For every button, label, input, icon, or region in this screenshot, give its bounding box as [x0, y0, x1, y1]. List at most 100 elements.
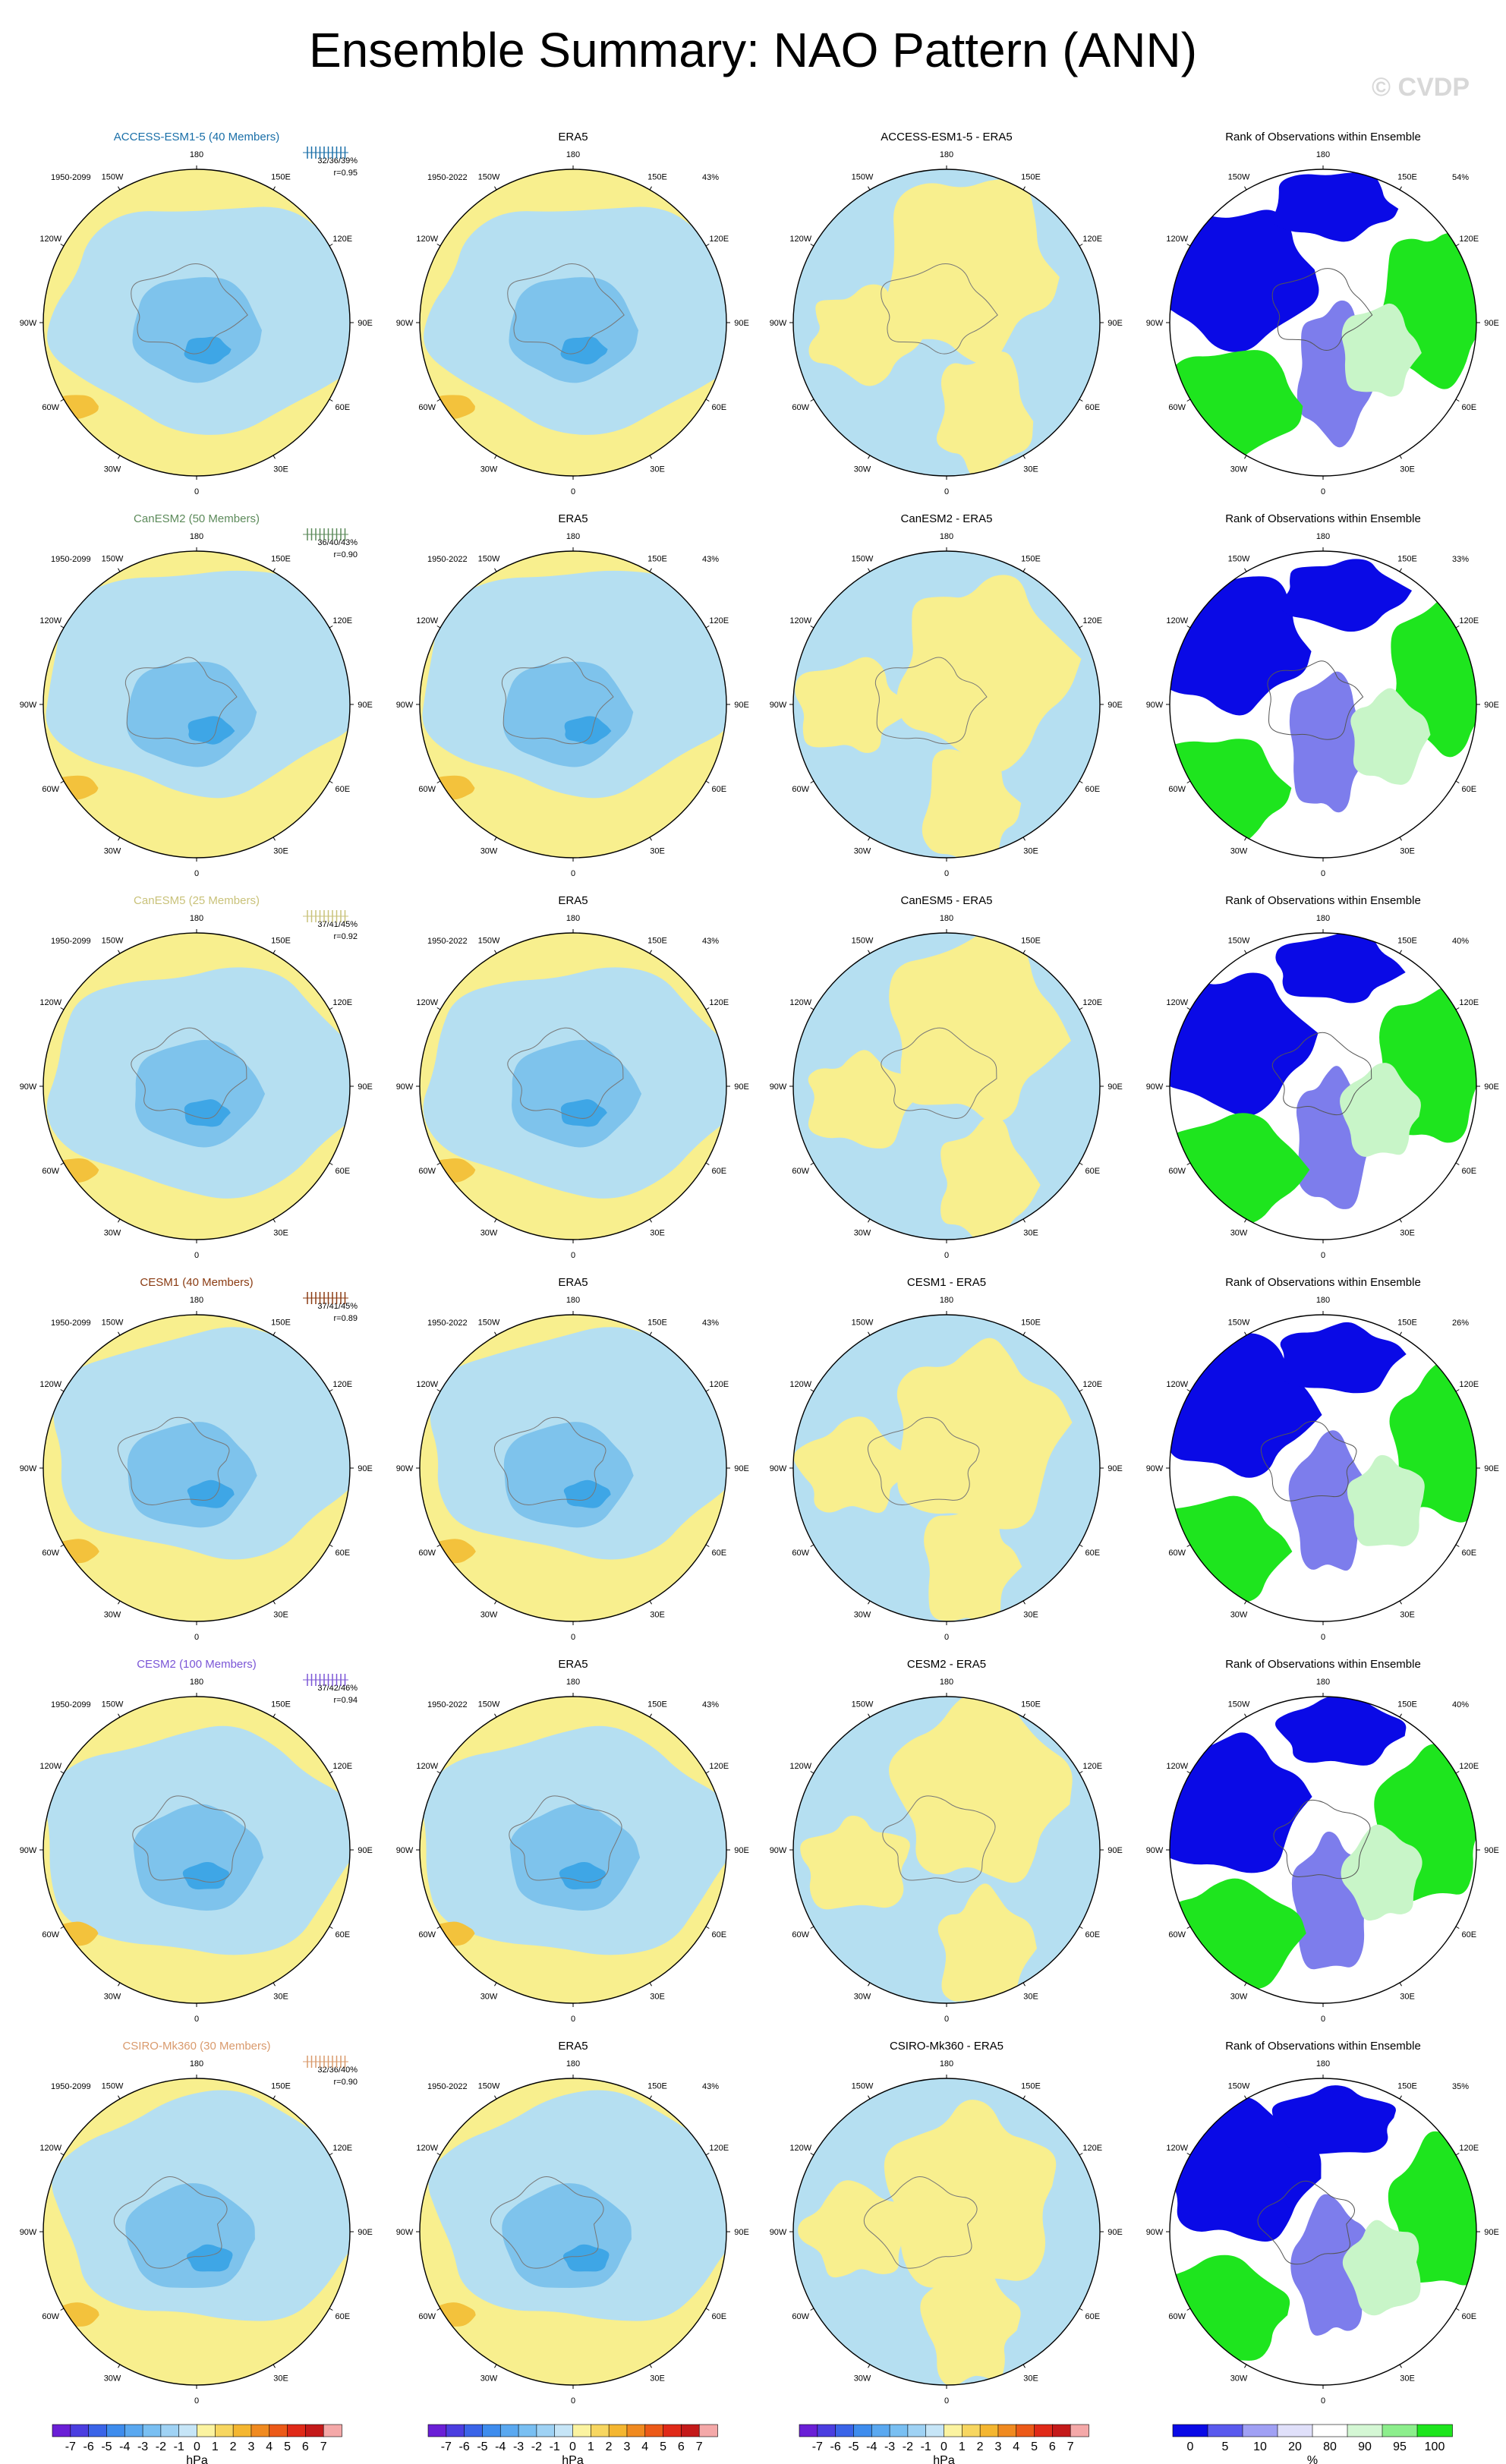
colorbar-tick-label: -6	[83, 2440, 94, 2453]
longitude-label: 60E	[711, 403, 726, 412]
longitude-tick	[1455, 1162, 1460, 1165]
field-negative-center	[184, 336, 232, 365]
longitude-label: 90E	[1484, 1082, 1499, 1092]
colorbar-tick-label: -4	[119, 2440, 130, 2453]
model-years: 1950-2099	[51, 1700, 91, 1709]
longitude-label: 150W	[478, 937, 500, 946]
longitude-tick	[273, 1600, 276, 1605]
longitude-tick	[705, 399, 710, 402]
coastline	[509, 1795, 622, 1883]
longitude-label: 90E	[358, 1464, 373, 1473]
field-negative-center	[184, 1099, 231, 1127]
rank-pct: 40%	[1452, 1700, 1469, 1709]
field-negative-center	[559, 1861, 606, 1890]
longitude-label: 60W	[792, 403, 809, 412]
longitude-label: 150E	[647, 937, 667, 946]
colorbar-tick-label: -1	[550, 2440, 560, 2453]
longitude-tick	[1244, 950, 1247, 954]
longitude-label: 30E	[650, 1610, 665, 1619]
longitude-tick	[329, 780, 333, 783]
longitude-label: 120E	[709, 1762, 729, 1771]
coastline	[1271, 268, 1373, 351]
colorbar-swatch	[536, 2424, 556, 2437]
coastline	[1271, 1032, 1372, 1116]
longitude-label: 150E	[647, 555, 667, 564]
longitude-label: 60E	[711, 2312, 726, 2321]
longitude-tick	[1186, 244, 1191, 247]
longitude-tick	[810, 1544, 814, 1547]
longitude-label: 150W	[1228, 937, 1250, 946]
rank-low-region	[1275, 933, 1406, 1004]
map-field	[793, 2078, 1100, 2385]
longitude-label: 150W	[852, 173, 874, 182]
map-field	[43, 933, 350, 1240]
longitude-tick	[1079, 1544, 1083, 1547]
map-field	[420, 169, 726, 476]
longitude-label: 30W	[480, 1992, 498, 2001]
longitude-label: 150E	[647, 1319, 667, 1328]
longitude-tick	[1022, 568, 1026, 572]
longitude-label: 180	[1316, 1296, 1330, 1305]
longitude-label: 30W	[1230, 1228, 1248, 1237]
obs-years: 1950-2022	[427, 2082, 468, 2091]
colorbar-tick-label: 4	[641, 2440, 648, 2453]
longitude-label: 90E	[734, 1846, 749, 1855]
longitude-tick	[1244, 2364, 1247, 2368]
longitude-label: 150E	[1021, 173, 1041, 182]
longitude-tick	[1022, 1982, 1026, 1987]
colorbar-swatch	[1277, 2424, 1313, 2437]
longitude-label: 60E	[1085, 2312, 1100, 2321]
longitude-label: 150E	[1021, 555, 1041, 564]
longitude-tick	[1186, 1544, 1191, 1547]
longitude-label: 90W	[20, 2228, 37, 2237]
colorbar-swatch	[907, 2424, 927, 2437]
coastline	[1257, 2180, 1355, 2265]
longitude-label: 120E	[709, 616, 729, 625]
colorbar-tick-label: 7	[1067, 2440, 1074, 2453]
longitude-label: 60E	[1461, 2312, 1476, 2321]
colorbar-tick-label: 80	[1323, 2440, 1337, 2453]
longitude-label: 0	[1321, 869, 1325, 878]
longitude-label: 120W	[416, 2144, 438, 2153]
longitude-label: 120E	[1082, 1762, 1102, 1771]
longitude-tick	[705, 1389, 710, 1392]
longitude-label: 90E	[734, 701, 749, 710]
longitude-label: 150W	[102, 1700, 124, 1709]
colorbar-swatch	[835, 2424, 855, 2437]
longitude-tick	[1079, 399, 1083, 402]
longitude-label: 30W	[480, 2374, 498, 2383]
longitude-label: 180	[566, 1296, 580, 1305]
longitude-label: 0	[194, 1251, 199, 1260]
longitude-label: 30W	[480, 465, 498, 474]
rank-mid-region	[1288, 1430, 1371, 1571]
longitude-label: 180	[190, 532, 203, 541]
longitude-label: 30W	[104, 465, 121, 474]
longitude-tick	[649, 1218, 652, 1223]
longitude-label: 90W	[1146, 701, 1164, 710]
obs-pct: 43%	[702, 555, 719, 564]
colorbar-swatch	[518, 2424, 537, 2437]
obs-years: 1950-2022	[427, 555, 468, 564]
pattern-correlation: r=0.89	[334, 1314, 358, 1323]
longitude-tick	[1244, 1713, 1247, 1718]
panel-difference: 180 150E 120E 90E 60E 30E 0 30W 60W 90W 120W 150W CS…	[770, 2040, 1123, 2406]
colorbar-swatch	[124, 2424, 143, 2437]
colorbar-swatch	[1382, 2424, 1418, 2437]
longitude-label: 120E	[1082, 998, 1102, 1007]
longitude-label: 0	[571, 2015, 575, 2024]
longitude-label: 90E	[1484, 1846, 1499, 1855]
map-field	[1170, 933, 1476, 1240]
longitude-label: 90W	[1146, 1082, 1164, 1092]
longitude-tick	[436, 1926, 441, 1929]
longitude-tick	[1022, 950, 1026, 954]
longitude-label: 0	[944, 1633, 949, 1642]
longitude-tick	[60, 1007, 65, 1010]
longitude-tick	[436, 1389, 441, 1392]
longitude-tick	[1399, 1713, 1402, 1718]
rank-palegreen-region	[1340, 1063, 1421, 1157]
colorbar-tick-label: -2	[531, 2440, 542, 2453]
field-positive-region	[936, 351, 1034, 476]
longitude-tick	[118, 2095, 121, 2100]
longitude-label: 30E	[1023, 1610, 1038, 1619]
longitude-tick	[868, 1982, 871, 1987]
